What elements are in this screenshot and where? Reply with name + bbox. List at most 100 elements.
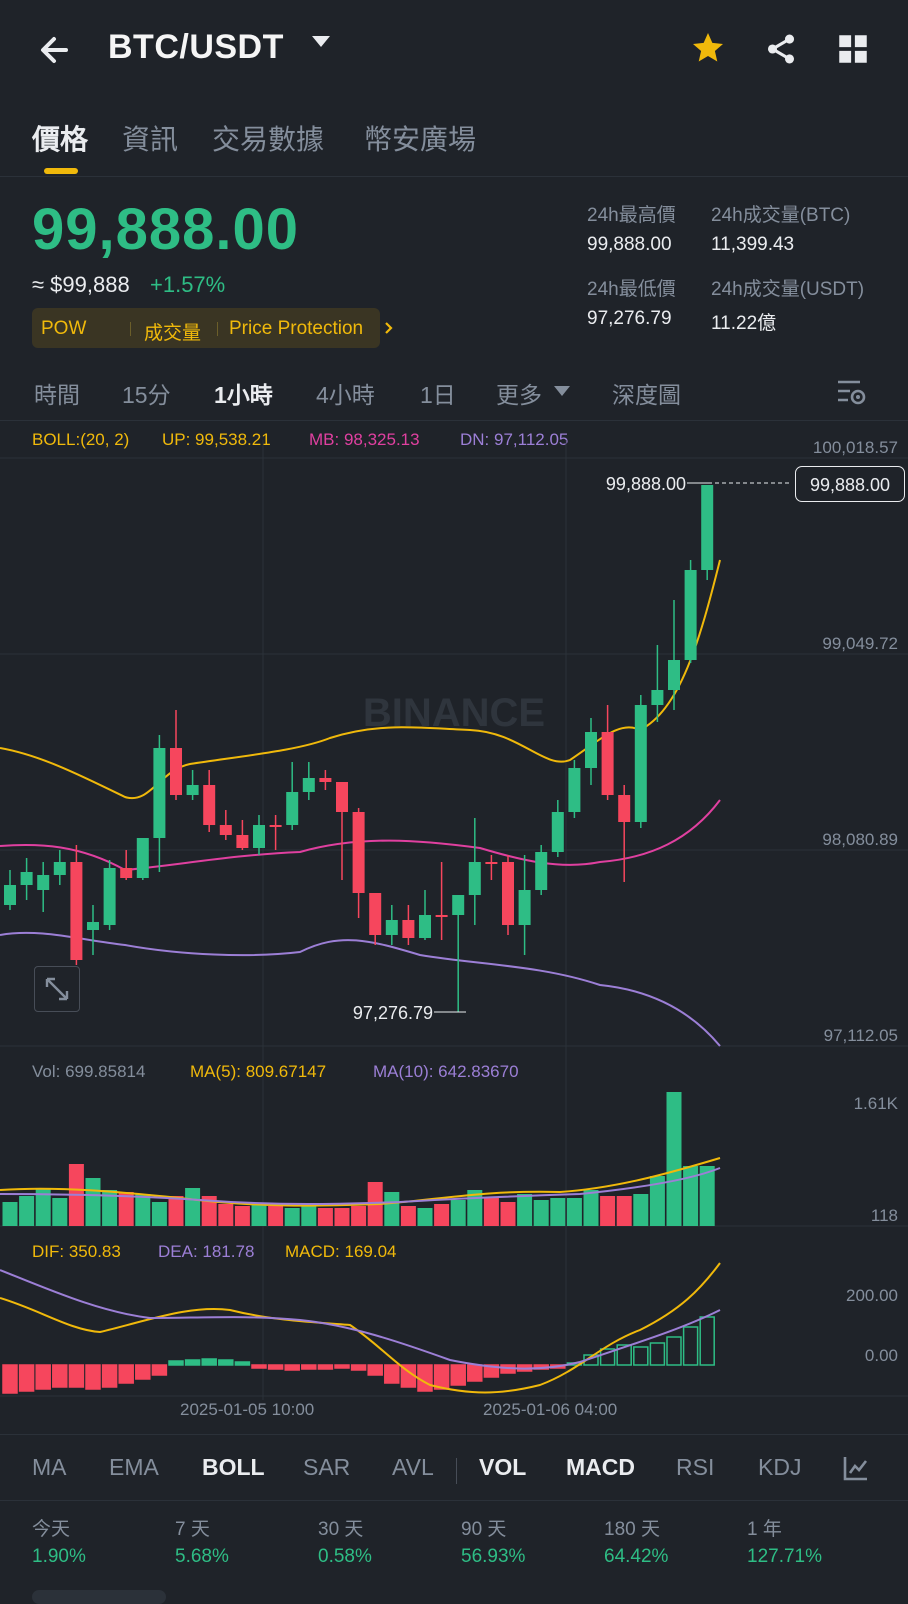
indicator-ema[interactable]: EMA bbox=[109, 1454, 159, 1480]
chevron-down-icon[interactable] bbox=[312, 36, 330, 47]
candle-body bbox=[253, 825, 265, 848]
indicator-settings-icon[interactable] bbox=[842, 1454, 870, 1482]
macd-dea: DEA: 181.78 bbox=[158, 1242, 255, 1261]
chevron-down-icon[interactable] bbox=[554, 386, 570, 396]
macd-bar bbox=[18, 1364, 35, 1392]
tab-price[interactable]: 價格 bbox=[32, 124, 89, 155]
macd-bar bbox=[633, 1346, 649, 1366]
tag-bar[interactable]: POW 成交量 Price Protection bbox=[32, 308, 393, 348]
x-axis-date: 2025-01-06 04:00 bbox=[483, 1400, 618, 1419]
share-icon[interactable] bbox=[764, 32, 798, 66]
last-price-tag[interactable]: 99,888.00 bbox=[795, 466, 905, 502]
candle-body bbox=[37, 875, 50, 890]
indicator-kdj[interactable]: KDJ bbox=[758, 1454, 802, 1480]
tab-info[interactable]: 資訊 bbox=[122, 124, 179, 155]
macd-bar bbox=[649, 1342, 666, 1366]
volume-bar bbox=[400, 1206, 416, 1226]
tag-volume: 成交量 bbox=[144, 323, 202, 344]
vol-ma5: MA(5): 809.67147 bbox=[190, 1062, 327, 1081]
gridlines bbox=[0, 440, 908, 1400]
macd-bar bbox=[68, 1364, 85, 1388]
volume-bar bbox=[483, 1198, 499, 1226]
indicator-ma[interactable]: MA bbox=[32, 1454, 67, 1480]
interval-4h[interactable]: 4小時 bbox=[316, 382, 375, 408]
interval-depth[interactable]: 深度圖 bbox=[612, 382, 681, 408]
low-value: 97,276.79 bbox=[587, 308, 672, 329]
boll-dn: DN: 97,112.05 bbox=[460, 430, 569, 449]
macd-bar bbox=[201, 1358, 217, 1366]
macd-bar bbox=[699, 1316, 715, 1366]
divider bbox=[0, 1434, 908, 1435]
volume-bar bbox=[583, 1190, 599, 1226]
indicator-vol[interactable]: VOL bbox=[479, 1454, 527, 1480]
volume-bar bbox=[384, 1192, 400, 1226]
fullscreen-button[interactable] bbox=[34, 966, 80, 1012]
candle-body bbox=[219, 825, 232, 835]
divider bbox=[0, 176, 908, 177]
fiat-price: ≈ $99,888 bbox=[32, 272, 130, 297]
candle-body bbox=[170, 748, 182, 795]
macd-bar bbox=[151, 1364, 168, 1376]
candle-body bbox=[618, 795, 631, 822]
grid-icon[interactable] bbox=[838, 34, 868, 64]
pair-title[interactable]: BTC/USDT bbox=[108, 28, 284, 66]
macd-histogram bbox=[2, 1316, 715, 1394]
volume-bar bbox=[434, 1204, 450, 1226]
macd-bar bbox=[417, 1364, 433, 1392]
candle-body bbox=[435, 915, 448, 917]
macd-dif: DIF: 350.83 bbox=[32, 1242, 121, 1261]
macd-bar bbox=[284, 1364, 300, 1371]
interval-1d[interactable]: 1日 bbox=[420, 382, 456, 408]
vol-label: Vol: 699.85814 bbox=[32, 1062, 146, 1081]
candle-body bbox=[236, 835, 249, 848]
volume-bar bbox=[683, 1166, 699, 1226]
macd-bar bbox=[483, 1364, 500, 1378]
tab-trading-data[interactable]: 交易數據 bbox=[212, 124, 325, 155]
indicator-avl[interactable]: AVL bbox=[392, 1454, 434, 1480]
high-label: 24h最高價 bbox=[587, 205, 676, 226]
volume-bar bbox=[35, 1188, 51, 1226]
interval-1h[interactable]: 1小時 bbox=[214, 382, 273, 408]
volume-bar bbox=[417, 1208, 433, 1226]
price-change: +1.57% bbox=[150, 272, 226, 297]
boll-up: UP: 99,538.21 bbox=[162, 430, 271, 449]
candle-body bbox=[551, 812, 564, 852]
indicator-boll[interactable]: BOLL bbox=[202, 1454, 265, 1480]
interval-more[interactable]: 更多 bbox=[496, 382, 542, 408]
interval-time[interactable]: 時間 bbox=[34, 382, 80, 408]
back-arrow-icon[interactable] bbox=[36, 30, 76, 70]
macd-bar bbox=[450, 1364, 466, 1386]
macd-bar bbox=[234, 1361, 251, 1366]
volume-bar bbox=[566, 1198, 582, 1226]
candle-body bbox=[352, 812, 365, 893]
high-value: 99,888.00 bbox=[587, 234, 672, 255]
macd-axis-top: 200.00 bbox=[846, 1286, 898, 1305]
candle-body bbox=[4, 885, 16, 905]
indicator-rsi[interactable]: RSI bbox=[676, 1454, 715, 1480]
volume-bar bbox=[600, 1196, 616, 1226]
volume-bar bbox=[268, 1206, 284, 1226]
divider bbox=[0, 1500, 908, 1501]
macd-bar bbox=[334, 1364, 350, 1369]
volume-bar bbox=[317, 1208, 333, 1226]
indicator-sar[interactable]: SAR bbox=[303, 1454, 351, 1480]
candle-body bbox=[634, 705, 647, 822]
macd-bar bbox=[118, 1364, 134, 1384]
candle-body bbox=[286, 792, 299, 825]
tag-divider bbox=[130, 322, 131, 336]
candle-body bbox=[485, 862, 498, 864]
kline-chart[interactable]: BINANCE 99,888.00 97,276.79 bbox=[0, 440, 908, 1405]
macd-bar bbox=[433, 1364, 450, 1390]
tab-square[interactable]: 幣安廣場 bbox=[364, 124, 477, 155]
vol-usdt-label: 24h成交量(USDT) bbox=[711, 279, 865, 300]
candle-body bbox=[452, 895, 465, 915]
macd-bar bbox=[184, 1359, 201, 1366]
candles bbox=[4, 485, 714, 1012]
star-icon[interactable] bbox=[690, 30, 726, 66]
indicator-macd[interactable]: MACD bbox=[566, 1454, 635, 1480]
interval-15m[interactable]: 15分 bbox=[122, 382, 171, 408]
low-label: 24h最低價 bbox=[587, 279, 676, 300]
candle-body bbox=[568, 768, 581, 812]
chart-settings-icon[interactable] bbox=[836, 378, 868, 406]
macd-bar bbox=[616, 1344, 632, 1366]
